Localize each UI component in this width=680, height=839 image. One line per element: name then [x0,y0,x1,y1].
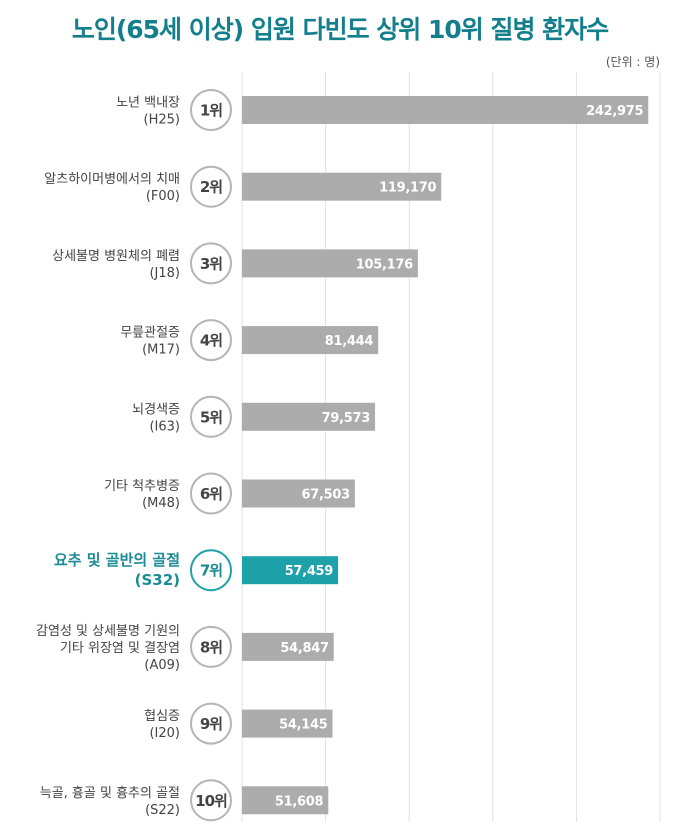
category-label: 노년 백내장 [116,96,180,111]
value-label: 242,975 [586,104,643,119]
value-label: 81,444 [325,334,374,349]
chart-row: 무릎관절증 (M17) 4위 81,444 [120,319,379,362]
rank-badge [190,472,232,515]
category-label: (I20) [149,726,180,741]
chart-row: 요추 및 골반의 골절 (S32) 7위 57,459 [54,549,339,592]
chart-row: 뇌경색증 (I63) 5위 79,573 [132,395,376,438]
rank-label: 6위 [200,485,222,503]
category-label: 뇌경색증 [132,402,180,417]
grid-lines [241,72,661,822]
category-label: 감염성 및 상세불명 기원의 [36,624,180,639]
rank-label: 9위 [200,715,222,733]
category-label: (H25) [144,113,180,128]
category-label: 알츠하이머병에서의 치매 [44,172,180,187]
category-label: (S32) [135,571,180,589]
chart-title: 노인(65세 이상) 입원 다빈도 상위 10위 질병 환자수 [71,15,609,44]
chart-row: 늑골, 흉골 및 흉추의 골절 (S22) 10위 51,608 [40,779,329,822]
rank-label: 5위 [200,408,222,426]
chart-rows: 노년 백내장 (H25) 1위 242,975 알츠하이머병에서의 치매 (F00) 2위 1… [36,89,649,822]
chart-row: 노년 백내장 (H25) 1위 242,975 [116,89,649,131]
bar [242,172,442,201]
rank-label: 7위 [200,562,222,580]
category-label: (F00) [146,189,180,204]
category-label: 기타 척추병증 [104,479,180,494]
rank-label: 8위 [200,638,222,656]
rank-badge [190,89,232,131]
rank-label: 1위 [200,102,222,120]
rank-badge [190,395,232,438]
bar [242,556,339,585]
rank-label: 2위 [200,178,222,196]
category-label: (J18) [149,266,180,281]
category-label: 요추 및 골반의 골절 [54,551,180,569]
rank-badge [190,549,232,592]
rank-label: 4위 [200,332,222,350]
category-label: 무릎관절증 [120,326,180,341]
bar [242,402,376,431]
category-label: (M17) [142,343,180,358]
chart-row: 알츠하이머병에서의 치매 (F00) 2위 119,170 [44,165,442,208]
bar [242,632,334,661]
bar [242,96,649,124]
chart-row: 상세불명 병원체의 폐렴 (J18) 3위 105,176 [52,242,418,285]
bar [242,709,333,738]
rank-badge [190,779,232,822]
rank-badge [190,702,232,745]
category-label: (I63) [149,419,180,434]
rank-badge [190,242,232,285]
value-label: 105,176 [356,257,413,272]
value-label: 54,847 [280,641,329,656]
rank-badge [190,165,232,208]
category-label: (S22) [145,803,180,818]
value-label: 57,459 [285,564,334,579]
rank-label: 10위 [195,792,227,810]
category-label: 협심증 [144,709,180,724]
value-label: 54,145 [279,718,328,733]
rank-badge [190,319,232,362]
chart-row: 협심증 (I20) 9위 54,145 [144,702,333,745]
value-label: 119,170 [379,181,436,196]
category-label: 늑골, 흉골 및 흉추의 골절 [40,786,180,801]
value-label: 79,573 [322,411,371,426]
rank-label: 3위 [200,255,222,273]
bar [242,326,379,355]
category-label: 상세불명 병원체의 폐렴 [52,249,180,264]
value-label: 51,608 [275,794,324,809]
value-label: 67,503 [301,488,350,503]
unit-label: (단위 : 명) [605,55,660,69]
bar [242,786,329,815]
bar [242,249,418,278]
rank-badge [190,625,232,668]
bar [242,479,355,508]
category-label: (M48) [142,496,180,511]
category-label: (A09) [144,658,180,673]
category-label: 기타 위장염 및 결장염 [60,641,180,656]
chart-row: 기타 척추병증 (M48) 6위 67,503 [104,472,355,515]
